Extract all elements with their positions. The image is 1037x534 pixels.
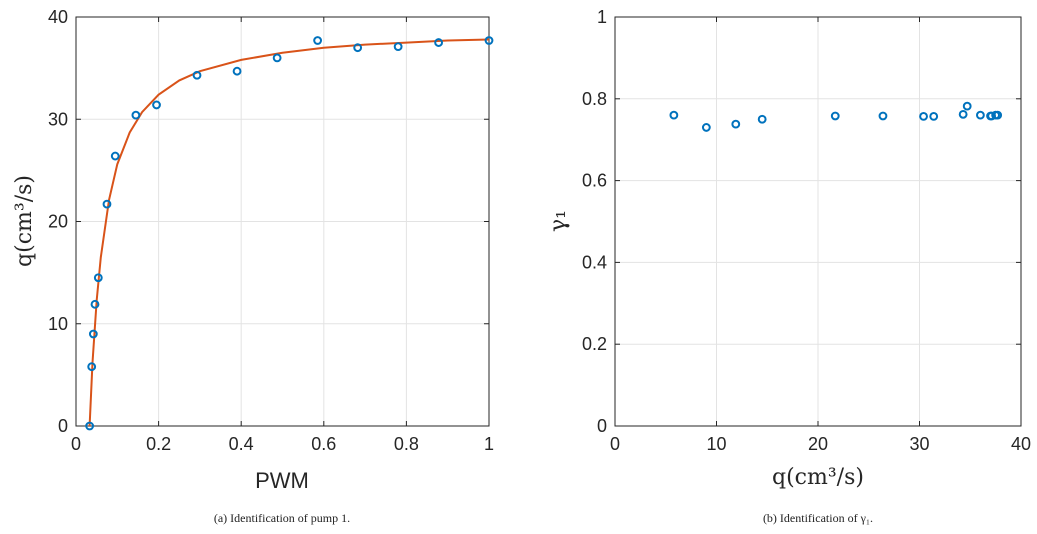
x-tick-label: 0 <box>610 434 620 454</box>
data-point-a <box>192 70 202 80</box>
x-tick-label: 40 <box>1011 434 1031 454</box>
chart-panel-b: 0 10 20 30 40 0 0.2 0.4 0.6 0.8 1 q(cm³/s) γ₁ (b)… <box>546 7 1031 525</box>
y-tick-label: 0.4 <box>582 252 607 272</box>
data-point-a <box>232 66 242 76</box>
fit-curve-a <box>88 38 490 427</box>
x-tick-label: 0.4 <box>229 434 254 454</box>
data-point-a <box>87 362 97 372</box>
x-axis-label-a: PWM <box>255 468 309 493</box>
data-point-a <box>131 110 141 120</box>
x-axis-label-b: q(cm³/s) <box>772 465 864 490</box>
x-tick-label: 10 <box>706 434 726 454</box>
x-tick-label: 30 <box>909 434 929 454</box>
y-tick-label: 0.8 <box>582 89 607 109</box>
data-point-a <box>93 273 103 283</box>
data-point-a <box>85 421 95 431</box>
y-tick-label: 0.2 <box>582 334 607 354</box>
x-tick-label: 0 <box>71 434 81 454</box>
data-point-b <box>976 110 985 120</box>
y-tick-label: 0 <box>58 416 68 436</box>
y-ticks-b: 0 0.2 0.4 0.6 0.8 1 <box>582 7 1021 436</box>
data-point-a <box>353 43 363 53</box>
x-ticks-b: 0 10 20 30 40 <box>610 17 1031 454</box>
data-point-b <box>958 109 968 119</box>
x-tick-label: 0.8 <box>394 434 419 454</box>
data-point-b <box>929 111 939 121</box>
data-point-a <box>393 42 403 52</box>
data-point-b <box>919 111 928 121</box>
data-point-b <box>830 111 840 121</box>
x-tick-label: 0.2 <box>146 434 171 454</box>
data-point-a <box>88 329 98 339</box>
data-point-a <box>434 38 444 47</box>
caption-b: (b) Identification of γ₁. <box>763 511 873 525</box>
markers-a <box>85 36 494 431</box>
data-point-a <box>313 36 323 45</box>
data-point-a <box>90 299 100 309</box>
y-tick-label: 10 <box>48 314 68 334</box>
y-tick-label: 40 <box>48 7 68 27</box>
data-point-b <box>731 119 741 129</box>
data-point-b <box>757 114 767 124</box>
y-tick-label: 30 <box>48 109 68 129</box>
x-tick-label: 0.6 <box>311 434 336 454</box>
data-point-b <box>962 101 972 111</box>
data-point-b <box>993 110 1003 120</box>
data-point-b <box>701 123 711 132</box>
data-point-b <box>878 111 888 121</box>
x-tick-label: 1 <box>484 434 494 454</box>
y-axis-label-a: q(cm³/s) <box>12 175 37 267</box>
y-tick-label: 0 <box>597 416 607 436</box>
x-tick-label: 20 <box>808 434 828 454</box>
fit-curve-line <box>88 38 490 427</box>
x-ticks-a: 0 0.2 0.4 0.6 0.8 1 <box>71 17 494 454</box>
data-point-a <box>484 36 494 45</box>
data-point-a <box>110 151 120 161</box>
y-ticks-a: 0 10 20 30 40 <box>48 7 489 436</box>
y-tick-label: 1 <box>597 7 607 27</box>
chart-panel-a: 0 0.2 0.4 0.6 0.8 1 0 10 20 30 40 PWM q(cm³/s) (a… <box>12 7 494 525</box>
grid-b <box>614 16 1022 427</box>
data-point-a <box>152 100 161 110</box>
y-axis-label-b: γ₁ <box>546 210 571 232</box>
data-point-a <box>272 53 282 63</box>
grid-a <box>75 16 490 427</box>
caption-a: (a) Identification of pump 1. <box>214 511 350 525</box>
data-point-a <box>102 199 112 209</box>
y-tick-label: 0.6 <box>582 171 607 191</box>
markers-b <box>669 101 1003 132</box>
y-tick-label: 20 <box>48 212 68 232</box>
data-point-b <box>669 110 679 120</box>
